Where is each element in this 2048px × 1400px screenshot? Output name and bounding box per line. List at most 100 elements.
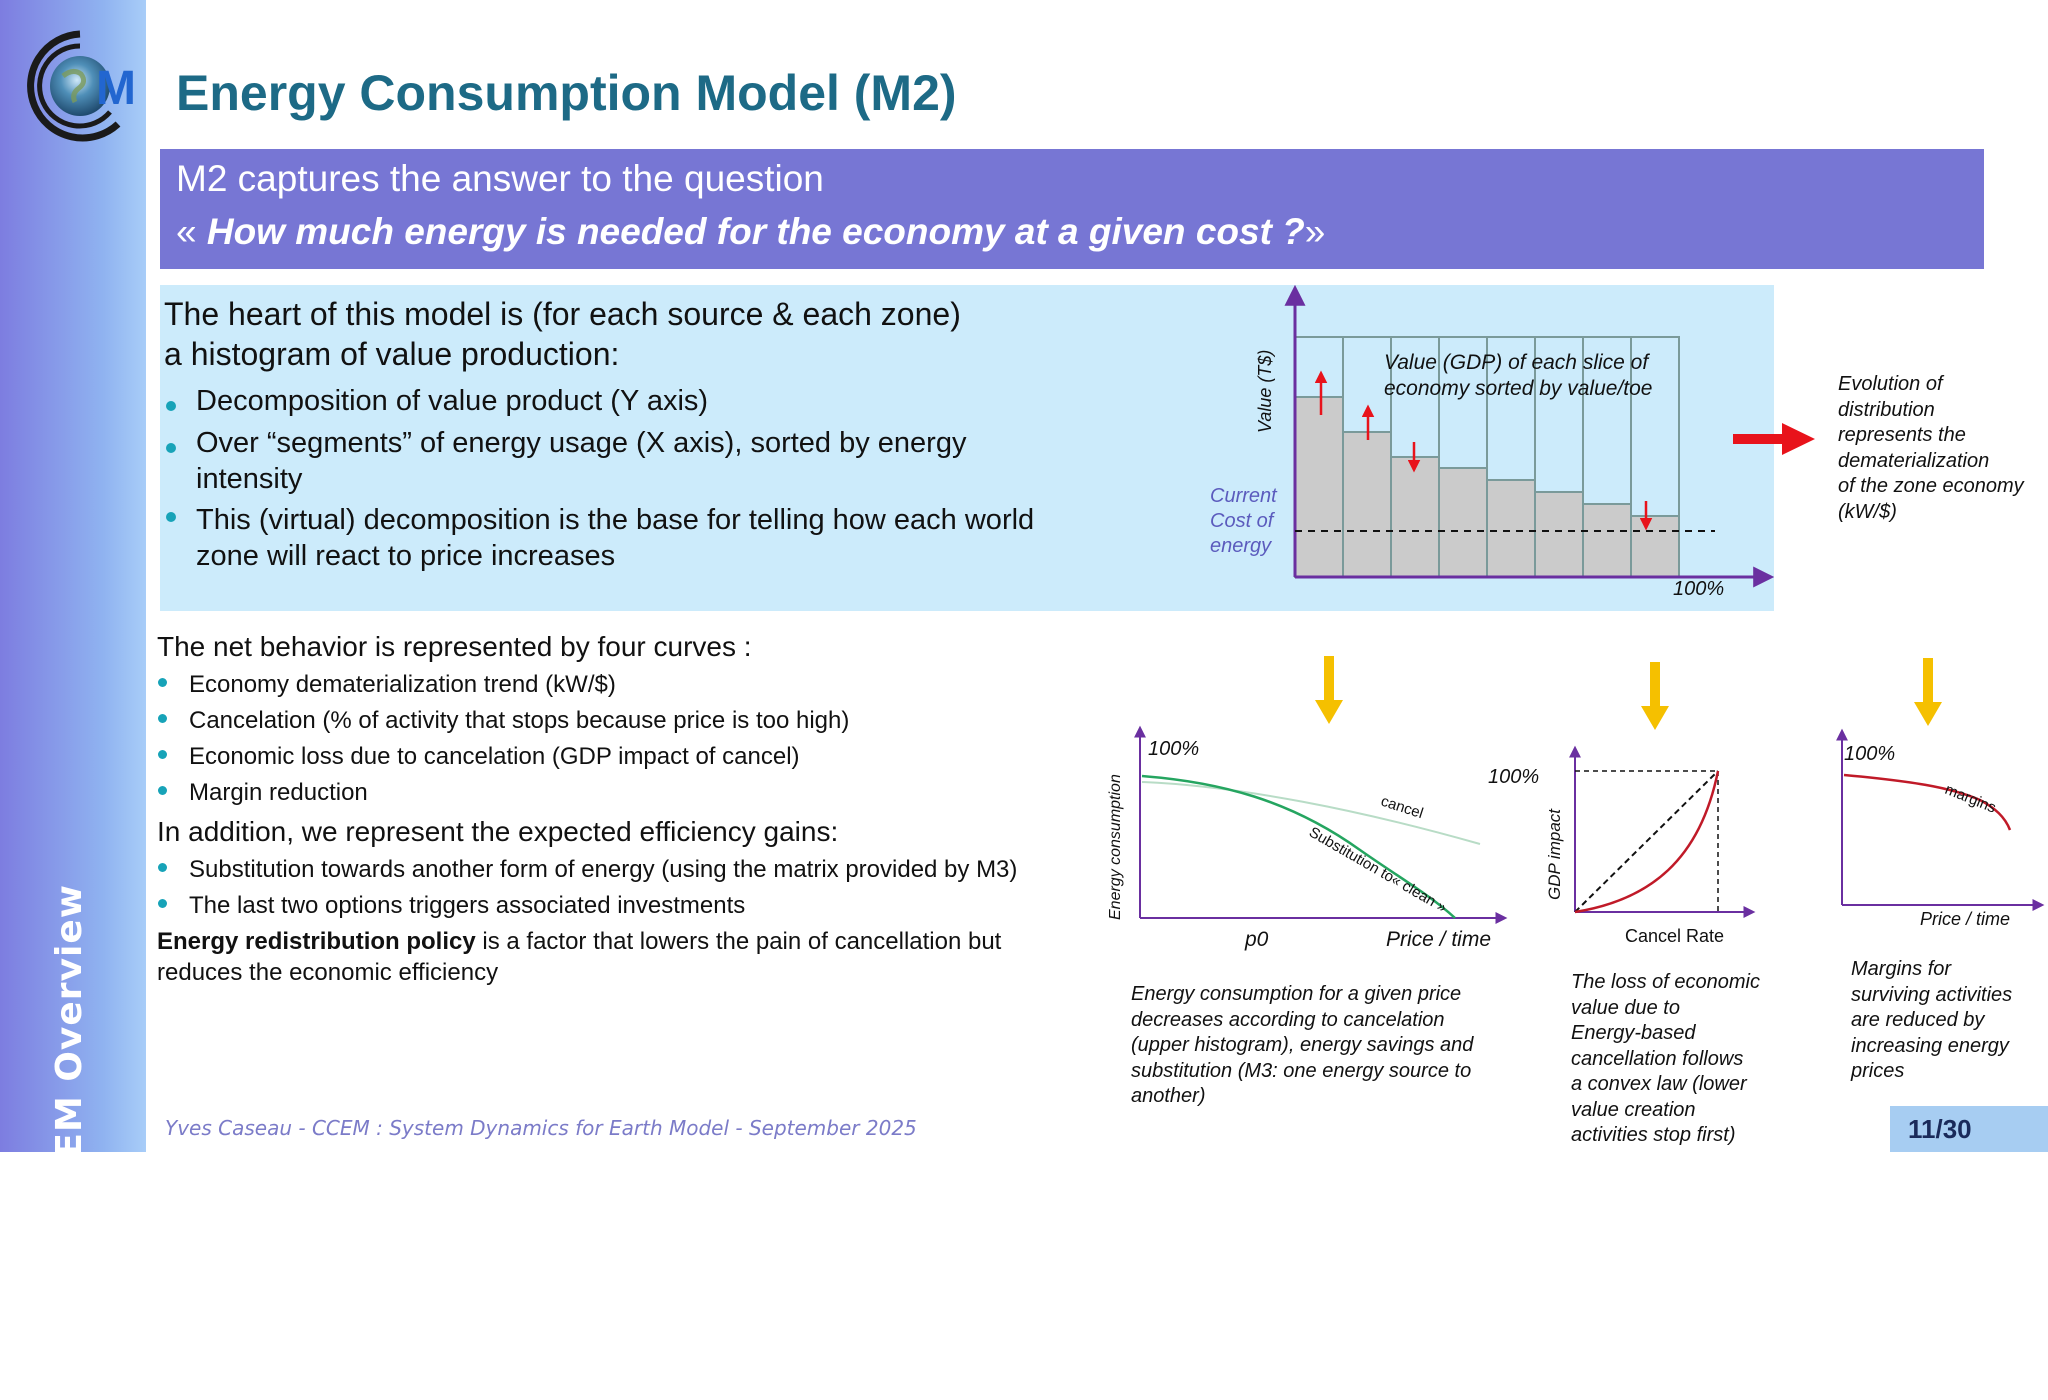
addition-bullet-1: Substitution towards another form of ene… <box>189 856 1018 883</box>
histogram-ylabel: Value (T$) <box>1255 350 1275 433</box>
ccem-logo: M <box>27 30 136 142</box>
histogram-bars <box>1294 336 1680 578</box>
margins-curve <box>1843 773 2012 831</box>
net-bullet-2: Cancelation (% of activity that stops be… <box>189 707 850 734</box>
net-bullet-4: Margin reduction <box>189 779 368 806</box>
histogram-annotation-2: economy sorted by value/toe <box>1384 377 1653 400</box>
bullet-dot <box>158 786 167 795</box>
bullet-dot <box>166 443 176 453</box>
footer-text: Yves Caseau - CCEM : System Dynamics for… <box>165 1116 917 1140</box>
caption-line: (upper histogram), energy savings and <box>1131 1034 1474 1056</box>
chart3-top-label: 100% <box>1844 743 1895 765</box>
substitution-curve <box>1141 774 1456 919</box>
evolution-line: distribution <box>1838 398 1935 421</box>
caption-line: Energy-based <box>1571 1022 1696 1044</box>
cost-label-3: energy <box>1210 535 1272 557</box>
chart2-ylabel: GDP impact <box>1545 808 1564 900</box>
margins-chart: 100% margins Price / time <box>1836 728 2045 929</box>
caption-line: are reduced by <box>1851 1009 1985 1031</box>
chart3-caption: Margins for surviving activities are red… <box>1851 957 2046 1085</box>
evolution-line: (kW/$) <box>1838 500 1897 523</box>
bullet-dot <box>166 401 176 411</box>
chart1-substitution-label: Substitution to« clean » <box>1306 824 1450 917</box>
chart2-xlabel: Cancel Rate <box>1625 926 1724 946</box>
net-bullet-3: Economic loss due to cancelation (GDP im… <box>189 743 800 770</box>
yellow-down-arrow-icon <box>1914 658 1942 726</box>
chart1-caption: Energy consumption for a given price dec… <box>1131 982 1511 1110</box>
evolution-line: represents the <box>1838 424 1966 446</box>
caption-line: value due to <box>1571 996 1680 1019</box>
banner-close-quote: » <box>1304 211 1326 252</box>
caption-line: value creation <box>1571 1098 1696 1121</box>
page-title: Energy Consumption Model (M2) <box>176 65 957 121</box>
banner-line-2: « How much energy is needed for the econ… <box>176 211 1325 253</box>
energy-consumption-chart: Energy consumption 100% cancel Substitut… <box>1107 725 1508 951</box>
chart3-xlabel: Price / time <box>1920 909 2010 929</box>
bar <box>1342 431 1392 578</box>
chart2-top-label: 100% <box>1488 766 1539 788</box>
histogram-x-end: 100% <box>1673 578 1724 600</box>
policy-line-2: reduces the economic efficiency <box>157 959 499 986</box>
bar <box>1390 456 1440 578</box>
chart1-ylabel: Energy consumption <box>1107 774 1124 920</box>
chart3-margins-label: margins <box>1943 781 1999 817</box>
caption-line: activities stop first) <box>1571 1124 1736 1146</box>
caption-line: Energy consumption for a given price <box>1131 983 1462 1005</box>
caption-line: another) <box>1131 1085 1206 1107</box>
heart-bullet-3-cont: zone will react to price increases <box>196 540 616 572</box>
caption-line: a convex law (lower <box>1571 1073 1747 1095</box>
chart1-cancel-label: cancel <box>1379 793 1425 823</box>
cancel-curve <box>1141 781 1481 845</box>
convex-curve <box>1574 770 1720 914</box>
cost-label-2: Cost of <box>1210 510 1276 532</box>
banner-line-1: M2 captures the answer to the question <box>176 158 824 199</box>
bullet-dot <box>158 678 167 687</box>
red-right-arrow-icon <box>1733 423 1815 455</box>
evolution-line: of the zone economy <box>1838 475 2024 497</box>
logo-letter: M <box>96 62 136 115</box>
bar <box>1534 491 1584 578</box>
caption-line: Margins for <box>1851 958 1952 980</box>
chart1-xlabel: Price / time <box>1386 928 1491 951</box>
caption-line: decreases according to cancelation <box>1131 1008 1445 1031</box>
heart-bullet-2: Over “segments” of energy usage (X axis)… <box>196 427 967 459</box>
question-banner <box>160 149 1984 269</box>
caption-line: substitution (M3: one energy source to <box>1131 1059 1472 1082</box>
net-bullet-1: Economy dematerialization trend (kW/$) <box>189 671 616 698</box>
yellow-down-arrow-icon <box>1641 662 1669 730</box>
sidebar-section-label: Part II - CCEM Overview <box>49 883 90 1400</box>
bullet-dot <box>158 899 167 908</box>
heart-bullet-2-cont: intensity <box>196 463 303 495</box>
evolution-line: dematerialization <box>1838 449 1990 472</box>
caption-line: prices <box>1851 1060 1905 1082</box>
addition-heading: In addition, we represent the expected e… <box>157 816 839 847</box>
bullet-dot <box>158 750 167 759</box>
caption-line: cancellation follows <box>1571 1047 1744 1070</box>
cost-label-1: Current <box>1210 485 1278 507</box>
bar <box>1438 467 1488 578</box>
bar <box>1630 515 1680 578</box>
bullet-dot <box>158 863 167 872</box>
heart-bullet-3: This (virtual) decomposition is the base… <box>196 504 1035 536</box>
caption-line: surviving activities <box>1851 983 2013 1006</box>
heart-line-1: The heart of this model is (for each sou… <box>164 296 961 332</box>
banner-open-quote: « <box>176 211 207 252</box>
policy-text: Energy redistribution policy is a factor… <box>157 926 1087 988</box>
addition-bullet-2: The last two options triggers associated… <box>189 892 746 919</box>
page-number: 11/30 <box>1908 1114 1972 1144</box>
chart2-caption: The loss of economic value due to Energy… <box>1571 970 1801 1149</box>
caption-line: The loss of economic <box>1571 971 1760 993</box>
diagonal-dashed-line <box>1574 770 1719 913</box>
page-number-box <box>1890 1106 2048 1152</box>
banner-question: How much energy is needed for the econom… <box>206 211 1305 252</box>
net-behavior-heading: The net behavior is represented by four … <box>157 631 752 662</box>
value-histogram: Value (T$) Value (GDP) of each slice of … <box>1210 285 1775 600</box>
heart-line-2: a histogram of value production: <box>164 336 620 372</box>
yellow-down-arrow-icon <box>1315 656 1343 724</box>
policy-bold: Energy redistribution policy <box>157 928 476 955</box>
chart1-top-label: 100% <box>1148 738 1199 760</box>
bar <box>1294 396 1344 578</box>
evolution-note: Evolution of distribution represents the… <box>1838 372 2048 525</box>
bullet-dot <box>166 512 176 522</box>
evolution-line: Evolution of <box>1838 373 1943 395</box>
